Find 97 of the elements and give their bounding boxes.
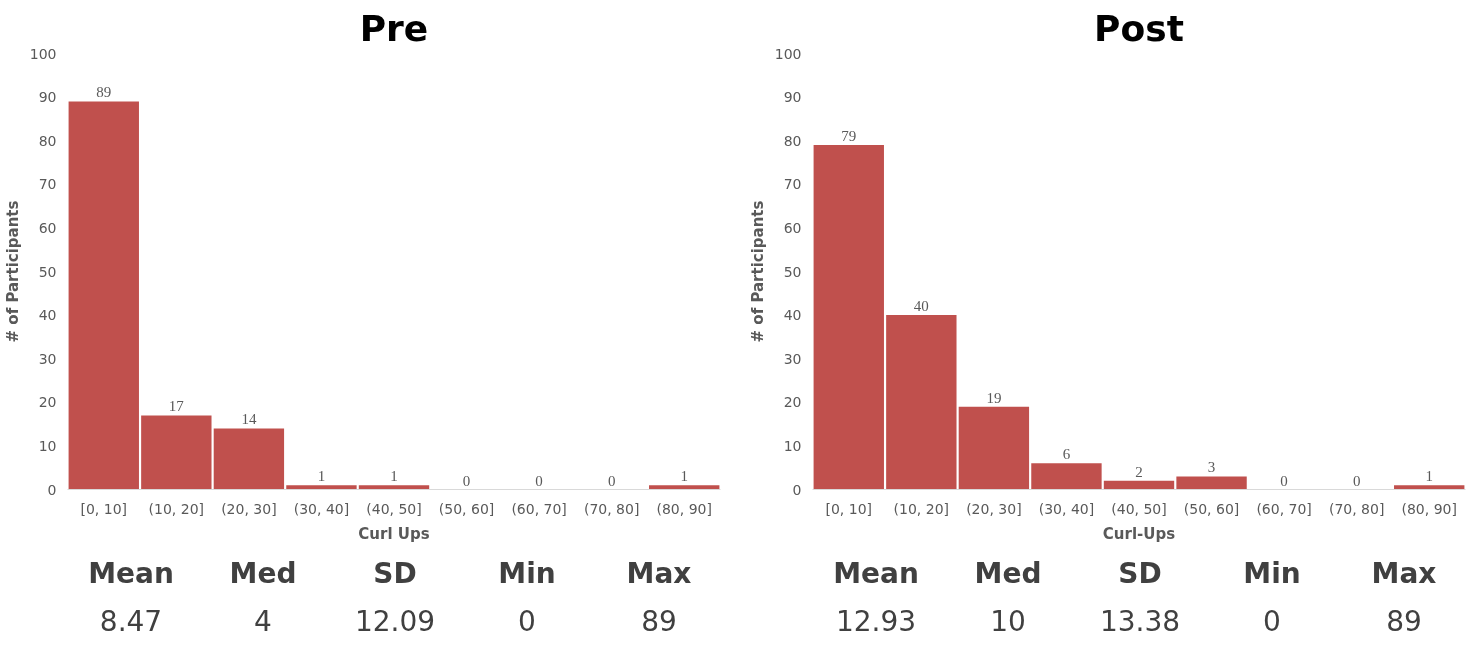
x-tick-label: (50, 60] bbox=[1183, 500, 1240, 517]
x-tick-label: [0, 10] bbox=[825, 500, 873, 517]
bar bbox=[886, 315, 957, 490]
text: 89 bbox=[640, 604, 678, 640]
text: Max bbox=[625, 556, 693, 592]
y-tick-label: 30 bbox=[783, 350, 802, 367]
x-tick-label: (50, 60] bbox=[438, 500, 495, 517]
y-tick-label: 40 bbox=[38, 307, 57, 324]
y-tick-label: 70 bbox=[783, 176, 802, 193]
y-tick-label: 0 bbox=[47, 481, 57, 498]
text: Min bbox=[1242, 556, 1302, 592]
text: Med bbox=[973, 556, 1043, 592]
y-tick-label: 70 bbox=[38, 176, 57, 193]
data-label: 1 bbox=[680, 468, 688, 485]
data-label: 19 bbox=[986, 389, 1002, 406]
y-tick-label: 100 bbox=[29, 45, 57, 62]
data-label: 14 bbox=[241, 411, 257, 428]
x-tick-label: [0, 10] bbox=[80, 500, 128, 517]
text: 0 bbox=[1262, 604, 1282, 640]
y-tick-label: 100 bbox=[774, 45, 802, 62]
bar bbox=[213, 428, 285, 490]
y-tick-label: 10 bbox=[38, 437, 57, 454]
x-tick-label: (80, 90] bbox=[1401, 500, 1457, 517]
bar bbox=[813, 145, 884, 490]
bar bbox=[1176, 476, 1247, 490]
y-tick-label: 90 bbox=[783, 89, 802, 106]
bar bbox=[1394, 485, 1465, 490]
text: Min bbox=[497, 556, 557, 592]
x-axis-title: Curl-Ups bbox=[1102, 524, 1176, 543]
text: 12.93 bbox=[834, 604, 918, 640]
x-tick-label: (80, 90] bbox=[656, 500, 712, 517]
text: Mean bbox=[87, 556, 175, 592]
bar bbox=[286, 485, 357, 490]
y-axis-title: # of Participants bbox=[748, 200, 767, 343]
x-tick-label: (30, 40] bbox=[293, 500, 350, 517]
text: SD bbox=[372, 556, 418, 592]
bar bbox=[358, 485, 430, 490]
text: 8.47 bbox=[98, 604, 164, 640]
data-label: 2 bbox=[1135, 463, 1143, 480]
x-tick-label: (20, 30] bbox=[966, 500, 1022, 517]
data-label: 6 bbox=[1062, 446, 1071, 463]
x-tick-label: (70, 80] bbox=[583, 500, 640, 517]
bar bbox=[68, 101, 139, 490]
y-tick-label: 80 bbox=[783, 132, 802, 149]
y-tick-label: 80 bbox=[38, 132, 57, 149]
chart-title: Pre bbox=[359, 7, 429, 49]
data-label: 0 bbox=[1280, 472, 1288, 489]
text: Med bbox=[228, 556, 298, 592]
data-label: 17 bbox=[168, 398, 185, 415]
text: 13.38 bbox=[1098, 604, 1182, 640]
y-tick-label: 40 bbox=[783, 307, 802, 324]
text: 0 bbox=[517, 604, 537, 640]
y-tick-label: 60 bbox=[783, 219, 802, 236]
x-tick-label: (40, 50] bbox=[366, 500, 422, 517]
data-label: 40 bbox=[913, 298, 929, 315]
x-tick-label: (10, 20] bbox=[148, 500, 205, 517]
x-tick-label: (70, 80] bbox=[1328, 500, 1385, 517]
data-label: 79 bbox=[841, 128, 857, 145]
x-tick-label: (20, 30] bbox=[221, 500, 277, 517]
text: 12.09 bbox=[353, 604, 437, 640]
text: Mean bbox=[832, 556, 920, 592]
x-axis-title: Curl Ups bbox=[358, 524, 430, 543]
x-tick-label: (40, 50] bbox=[1111, 500, 1167, 517]
x-tick-label: (30, 40] bbox=[1038, 500, 1095, 517]
x-tick-label: (60, 70] bbox=[511, 500, 567, 517]
data-label: 1 bbox=[390, 468, 398, 485]
bar bbox=[141, 415, 212, 490]
text: 4 bbox=[253, 604, 273, 640]
data-label: 0 bbox=[607, 472, 616, 489]
bar bbox=[1031, 463, 1102, 490]
bar bbox=[1103, 480, 1175, 490]
y-axis-title: # of Participants bbox=[3, 200, 22, 343]
x-tick-label: (10, 20] bbox=[893, 500, 950, 517]
text: 10 bbox=[989, 604, 1027, 640]
y-tick-label: 20 bbox=[783, 394, 802, 411]
data-label: 1 bbox=[1425, 468, 1433, 485]
bar bbox=[958, 406, 1030, 490]
data-label: 1 bbox=[317, 468, 326, 485]
data-label: 0 bbox=[535, 472, 543, 489]
bar bbox=[649, 485, 720, 490]
data-label: 0 bbox=[1352, 472, 1361, 489]
data-label: 89 bbox=[96, 84, 112, 101]
data-label: 3 bbox=[1207, 459, 1216, 476]
text: 89 bbox=[1385, 604, 1423, 640]
chart-title: Post bbox=[1094, 7, 1184, 49]
y-tick-label: 50 bbox=[783, 263, 802, 280]
y-tick-label: 60 bbox=[38, 219, 57, 236]
data-label: 0 bbox=[462, 472, 471, 489]
y-tick-label: 50 bbox=[38, 263, 57, 280]
y-tick-label: 10 bbox=[783, 437, 802, 454]
text: SD bbox=[1117, 556, 1163, 592]
y-tick-label: 90 bbox=[38, 89, 57, 106]
y-tick-label: 30 bbox=[38, 350, 57, 367]
y-tick-label: 0 bbox=[792, 481, 802, 498]
y-tick-label: 20 bbox=[38, 394, 57, 411]
x-tick-label: (60, 70] bbox=[1256, 500, 1312, 517]
text: Max bbox=[1370, 556, 1438, 592]
